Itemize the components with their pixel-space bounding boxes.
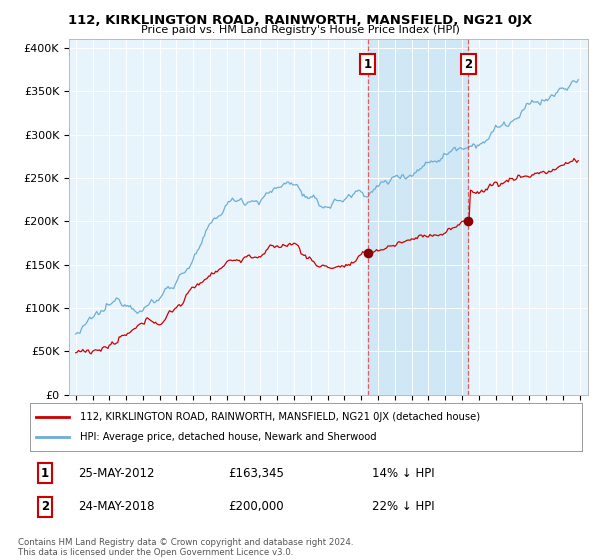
Text: 112, KIRKLINGTON ROAD, RAINWORTH, MANSFIELD, NG21 0JX (detached house): 112, KIRKLINGTON ROAD, RAINWORTH, MANSFI… — [80, 412, 480, 422]
Text: HPI: Average price, detached house, Newark and Sherwood: HPI: Average price, detached house, Newa… — [80, 432, 376, 442]
Text: 112, KIRKLINGTON ROAD, RAINWORTH, MANSFIELD, NG21 0JX: 112, KIRKLINGTON ROAD, RAINWORTH, MANSFI… — [68, 14, 532, 27]
Text: 1: 1 — [364, 58, 371, 71]
Bar — [368, 39, 469, 395]
Text: Contains HM Land Registry data © Crown copyright and database right 2024.
This d: Contains HM Land Registry data © Crown c… — [18, 538, 353, 557]
Text: 2: 2 — [41, 500, 49, 514]
Text: 22% ↓ HPI: 22% ↓ HPI — [372, 500, 434, 514]
Text: Price paid vs. HM Land Registry's House Price Index (HPI): Price paid vs. HM Land Registry's House … — [140, 25, 460, 35]
Text: 1: 1 — [41, 466, 49, 480]
Text: £200,000: £200,000 — [228, 500, 284, 514]
Text: £163,345: £163,345 — [228, 466, 284, 480]
Text: 14% ↓ HPI: 14% ↓ HPI — [372, 466, 434, 480]
Text: 2: 2 — [464, 58, 472, 71]
Text: 24-MAY-2018: 24-MAY-2018 — [78, 500, 155, 514]
Text: 25-MAY-2012: 25-MAY-2012 — [78, 466, 155, 480]
